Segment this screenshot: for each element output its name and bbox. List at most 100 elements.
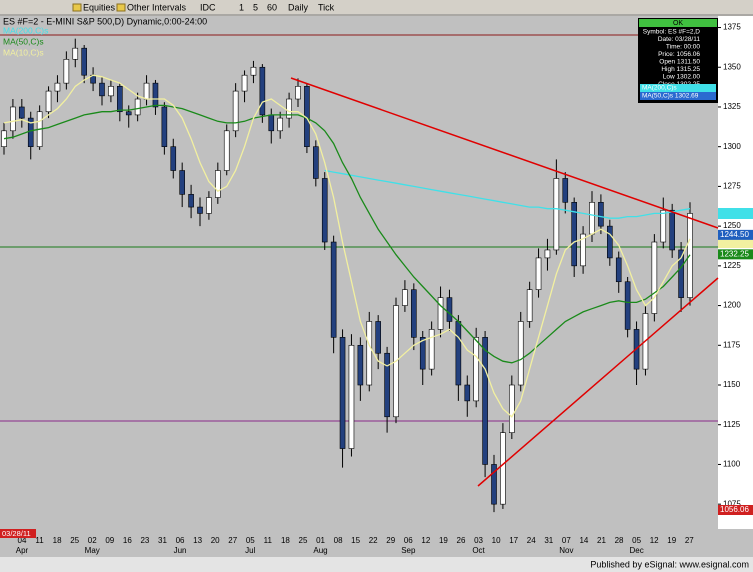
info-row: Open 1311.50 — [659, 59, 700, 66]
y-tick-label: 1250 — [723, 221, 741, 230]
chart-title: ES #F=2 - E-MINI S&P 500,D) Dynamic,0:00… — [3, 16, 207, 26]
x-tick-label: 03 — [474, 536, 483, 545]
candle-body — [375, 321, 381, 354]
candle-body — [223, 130, 230, 171]
legend-entry: MA(200,C)s — [3, 25, 48, 35]
y-tick-label: 1125 — [723, 420, 741, 429]
x-month-label: Sep — [401, 546, 416, 555]
x-tick-label: 17 — [509, 536, 518, 545]
info-status-text: OK — [673, 20, 683, 27]
y-tick-label: 1175 — [723, 340, 741, 349]
candle-body — [411, 289, 417, 338]
price-flag — [718, 208, 753, 219]
x-tick-label: 25 — [299, 536, 308, 545]
x-tick-label: 15 — [351, 536, 360, 545]
info-row: Time: 00:00 — [666, 44, 700, 51]
folder-icon[interactable] — [72, 3, 82, 12]
price-flag-label: 1244.50 — [720, 230, 749, 239]
toolbar-button[interactable]: Daily — [288, 2, 309, 12]
candle-body — [188, 194, 194, 208]
x-tick-label: 31 — [544, 536, 553, 545]
candle-body — [179, 170, 185, 195]
candle-body — [339, 337, 346, 449]
candle-body — [366, 321, 373, 386]
x-month-label: Jul — [245, 546, 255, 555]
candle-body — [419, 337, 426, 370]
candle-body — [250, 66, 257, 76]
candle-body — [268, 114, 275, 132]
date-axis — [0, 529, 753, 557]
info-ma-bg — [640, 84, 716, 92]
candle-body — [295, 86, 301, 100]
price-flag — [718, 229, 753, 240]
info-status — [639, 19, 717, 27]
x-tick-label: 25 — [70, 536, 79, 545]
x-tick-label: 09 — [105, 536, 114, 545]
x-tick-label: 02 — [88, 536, 97, 545]
candle-body — [321, 178, 328, 243]
candle-body — [669, 209, 675, 251]
y-tick-label: 1100 — [723, 460, 741, 469]
x-month-label: Oct — [472, 546, 485, 555]
x-tick-label: 07 — [562, 536, 571, 545]
candle-body — [108, 86, 114, 97]
trend-line — [477, 277, 719, 487]
toolbar-button[interactable]: IDC — [200, 2, 216, 12]
info-row: Symbol: ES #F=2,D — [643, 29, 701, 36]
candle-body — [117, 86, 123, 113]
candle-body — [241, 74, 248, 92]
price-flag — [718, 238, 753, 248]
x-tick-label: 29 — [386, 536, 395, 545]
x-tick-label: 19 — [667, 536, 676, 545]
x-tick-label: 01 — [316, 536, 325, 545]
toolbar-button[interactable]: Tick — [318, 2, 335, 12]
candle-body — [651, 241, 658, 314]
info-ma-row: MA(50,C)s 1302.69 — [642, 93, 699, 100]
candle-body — [455, 321, 462, 386]
candle-body — [517, 321, 524, 386]
toolbar-button[interactable]: 5 — [253, 2, 258, 12]
toolbar-button[interactable]: Equities — [83, 2, 116, 12]
x-tick-label: 06 — [404, 536, 413, 545]
candle-body — [259, 66, 266, 116]
toolbar-button[interactable]: Other Intervals — [127, 2, 187, 12]
x-tick-label: 04 — [18, 536, 27, 545]
toolbar-button[interactable]: 1 — [239, 2, 244, 12]
candle-body — [27, 117, 34, 147]
folder-icon[interactable] — [116, 3, 126, 12]
candle-body — [562, 178, 569, 203]
x-tick-label: 05 — [632, 536, 641, 545]
x-month-label: Jun — [174, 546, 187, 555]
candle-body — [45, 90, 52, 113]
x-tick-label: 12 — [650, 536, 659, 545]
toolbar-button[interactable]: 60 — [267, 2, 277, 12]
x-month-label: Apr — [16, 546, 29, 555]
candle-body — [99, 82, 105, 97]
y-tick-label: 1200 — [723, 301, 741, 310]
moving-average — [3, 74, 691, 418]
candle-body — [598, 201, 604, 227]
y-tick-label: 1275 — [723, 182, 741, 191]
y-tick-label: 1150 — [723, 380, 741, 389]
candle-body — [19, 106, 25, 119]
x-tick-label: 13 — [193, 536, 202, 545]
x-month-label: Dec — [629, 546, 643, 555]
legend-entry: MA(50,C)s — [3, 36, 44, 46]
candle-body — [615, 257, 622, 283]
x-tick-label: 08 — [334, 536, 343, 545]
candle-body — [170, 146, 177, 171]
candle-body — [491, 464, 497, 505]
candle-body — [277, 117, 283, 132]
candle-body — [54, 82, 61, 92]
y-tick-label: 1225 — [723, 261, 741, 270]
candle-body — [63, 59, 70, 84]
candle-body — [526, 289, 533, 322]
price-axis — [718, 16, 753, 529]
x-tick-label: 16 — [123, 536, 132, 545]
price-flag-label: 1232.25 — [720, 249, 749, 258]
x-tick-label: 05 — [246, 536, 255, 545]
x-tick-label: 19 — [439, 536, 448, 545]
info-row: Low 1302.00 — [663, 74, 701, 81]
price-flag — [718, 505, 753, 515]
x-month-label: Aug — [313, 546, 327, 555]
